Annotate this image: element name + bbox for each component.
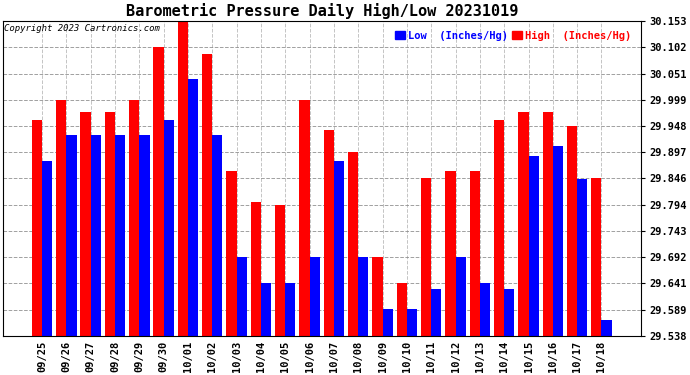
Bar xyxy=(90,135,101,336)
Bar xyxy=(213,135,222,336)
Bar xyxy=(358,257,368,336)
Bar xyxy=(373,257,382,336)
Text: Copyright 2023 Cartronics.com: Copyright 2023 Cartronics.com xyxy=(4,24,160,33)
Bar xyxy=(470,171,480,336)
Bar xyxy=(129,100,139,336)
Bar xyxy=(455,257,466,336)
Bar xyxy=(285,284,295,336)
Bar xyxy=(334,161,344,336)
Bar xyxy=(115,135,125,336)
Bar xyxy=(577,179,587,336)
Bar xyxy=(542,112,553,336)
Bar xyxy=(81,112,90,336)
Bar xyxy=(299,100,310,336)
Bar xyxy=(494,120,504,336)
Bar xyxy=(275,205,285,336)
Bar xyxy=(591,178,602,336)
Title: Barometric Pressure Daily High/Low 20231019: Barometric Pressure Daily High/Low 20231… xyxy=(126,3,518,19)
Bar xyxy=(407,309,417,336)
Bar xyxy=(188,79,198,336)
Bar xyxy=(348,152,358,336)
Legend: Low  (Inches/Hg), High  (Inches/Hg): Low (Inches/Hg), High (Inches/Hg) xyxy=(391,27,635,45)
Bar xyxy=(237,257,247,336)
Bar xyxy=(250,202,261,336)
Bar xyxy=(518,112,529,336)
Bar xyxy=(421,178,431,336)
Bar xyxy=(164,120,174,336)
Bar xyxy=(529,156,539,336)
Bar xyxy=(480,284,490,336)
Bar xyxy=(382,309,393,336)
Bar xyxy=(178,21,188,336)
Bar xyxy=(139,135,150,336)
Bar xyxy=(153,47,164,336)
Bar xyxy=(56,100,66,336)
Bar xyxy=(310,257,319,336)
Bar xyxy=(261,284,271,336)
Bar xyxy=(431,289,442,336)
Bar xyxy=(226,171,237,336)
Bar xyxy=(32,120,42,336)
Bar xyxy=(324,130,334,336)
Bar xyxy=(397,284,407,336)
Bar xyxy=(553,146,563,336)
Bar xyxy=(445,171,455,336)
Bar xyxy=(42,161,52,336)
Bar xyxy=(105,112,115,336)
Bar xyxy=(504,289,515,336)
Bar xyxy=(567,126,577,336)
Bar xyxy=(602,320,612,336)
Bar xyxy=(202,54,213,336)
Bar xyxy=(66,135,77,336)
